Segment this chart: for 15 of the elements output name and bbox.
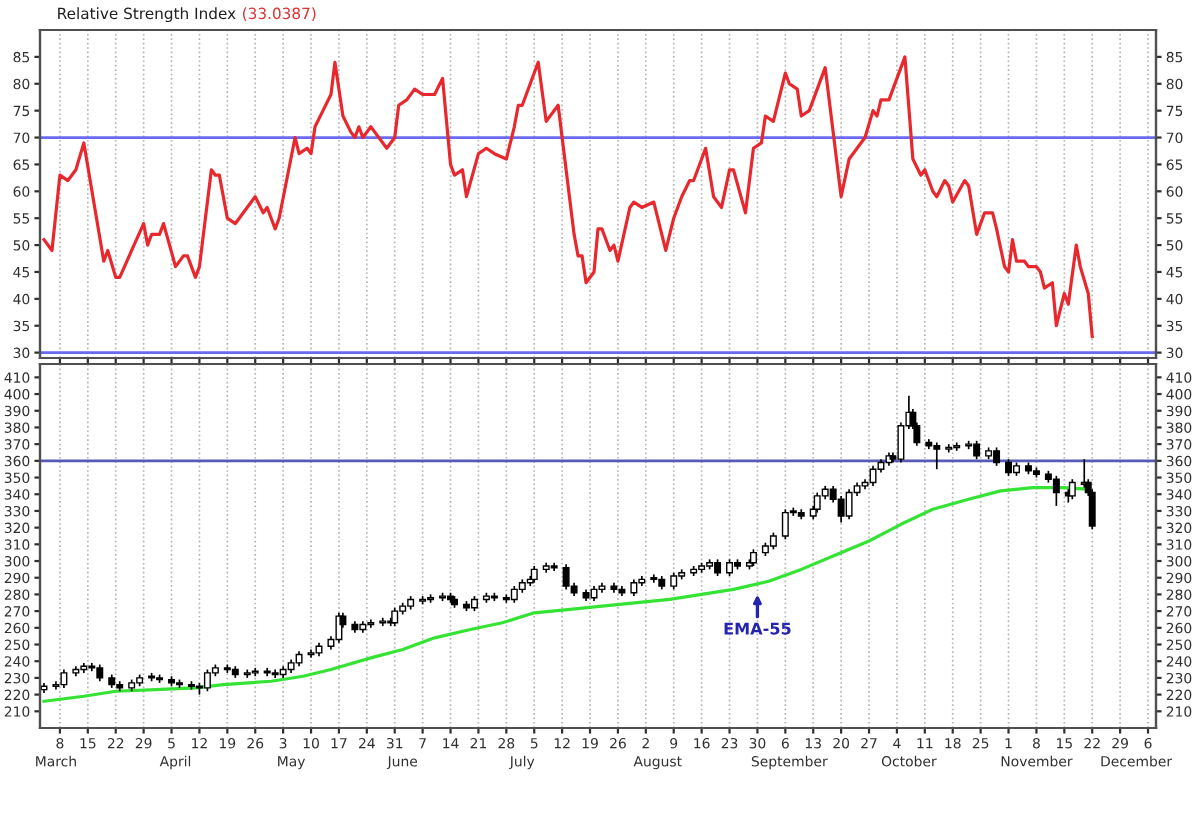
annotation: EMA-55 (724, 622, 791, 635)
candlestick (933, 441, 941, 471)
candlestick (203, 668, 211, 693)
line-series (42, 485, 1090, 703)
candlestick (562, 563, 570, 591)
candlestick (781, 508, 789, 541)
candlestick (845, 488, 853, 521)
candlestick (973, 439, 981, 461)
candlestick (813, 491, 821, 514)
candlestick (993, 446, 1001, 467)
candlestick (60, 668, 68, 689)
candlestick (1068, 478, 1076, 501)
candlestick (1052, 475, 1060, 507)
line-series (42, 55, 1094, 339)
candlestick (837, 495, 845, 524)
